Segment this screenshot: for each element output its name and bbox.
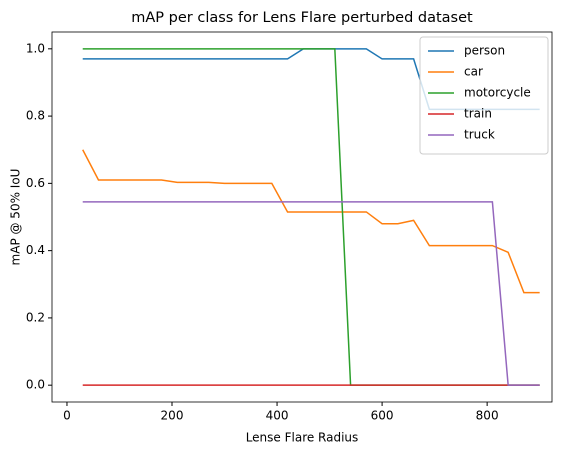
y-tick-label: 0.4	[26, 243, 45, 257]
legend-label: train	[464, 107, 492, 121]
legend-label: truck	[464, 128, 495, 142]
y-tick-label: 0.8	[26, 109, 45, 123]
legend-box	[419, 36, 549, 155]
y-tick-label: 0.6	[26, 176, 45, 190]
legend-label: motorcycle	[464, 86, 531, 100]
x-tick-label: 0	[63, 409, 71, 423]
plot-frame	[51, 31, 553, 403]
chart-title: mAP per class for Lens Flare perturbed d…	[131, 10, 473, 26]
x-tick-label: 600	[371, 409, 394, 423]
line-series	[82, 201, 540, 386]
y-tick-label: 0.0	[26, 378, 45, 392]
x-tick-label: 400	[266, 409, 289, 423]
legend-label: person	[464, 44, 505, 58]
y-tick-label: 1.0	[26, 41, 45, 55]
legend-label: car	[464, 65, 483, 79]
line-series	[82, 149, 540, 294]
x-tick-label: 800	[476, 409, 499, 423]
x-tick-label: 200	[161, 409, 184, 423]
x-axis-label: Lense Flare Radius	[246, 431, 359, 445]
y-tick-label: 0.2	[26, 310, 45, 324]
y-axis-label: mAP @ 50% IoU	[9, 169, 23, 266]
